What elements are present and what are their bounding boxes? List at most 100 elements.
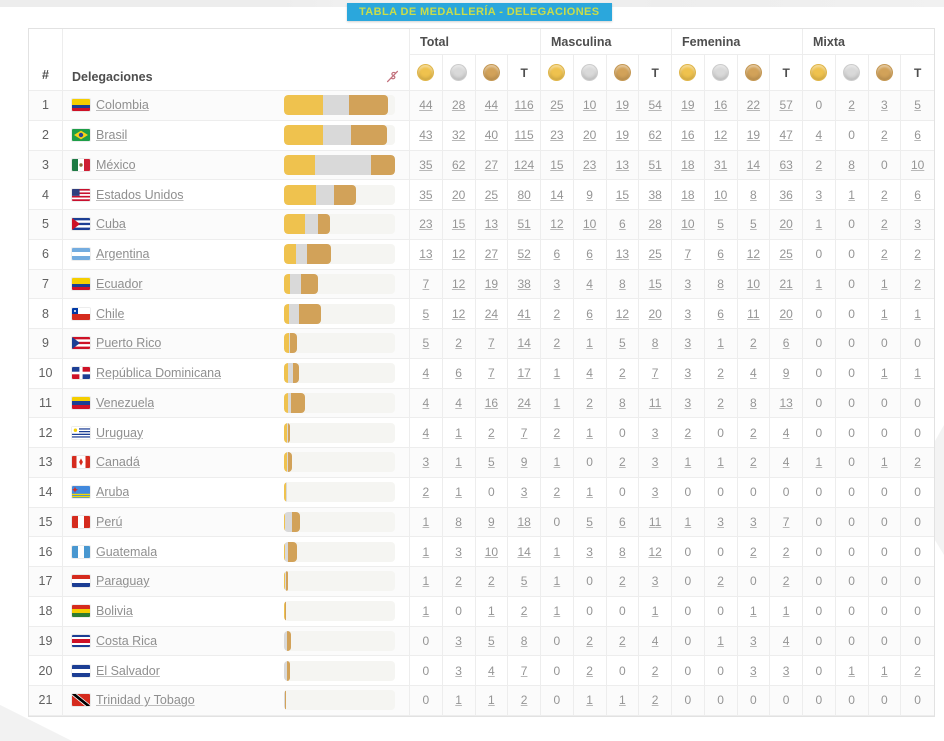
medal-count-link[interactable]: 2 bbox=[881, 247, 888, 262]
medal-count-link[interactable]: 2 bbox=[455, 336, 462, 351]
medal-count-link[interactable]: 1 bbox=[881, 276, 888, 291]
medal-count-link[interactable]: 12 bbox=[451, 247, 466, 262]
medal-count-link[interactable]: 1 bbox=[422, 544, 430, 559]
medal-count-link[interactable]: 9 bbox=[520, 455, 528, 470]
medal-count-link[interactable]: 4 bbox=[750, 366, 757, 381]
medal-count-link[interactable]: 13 bbox=[779, 395, 793, 410]
medal-count-link[interactable]: 2 bbox=[914, 247, 921, 262]
medal-count-link[interactable]: 6 bbox=[619, 514, 626, 529]
medal-count-link[interactable]: 1 bbox=[422, 574, 430, 589]
medal-count-link[interactable]: 2 bbox=[914, 663, 921, 678]
medal-count-link[interactable]: 8 bbox=[520, 633, 528, 648]
delegation-link[interactable]: Costa Rica bbox=[96, 633, 158, 648]
medal-count-link[interactable]: 38 bbox=[648, 187, 662, 202]
medal-count-link[interactable]: 3 bbox=[553, 276, 561, 291]
medal-count-link[interactable]: 2 bbox=[488, 425, 495, 440]
medal-count-link[interactable]: 2 bbox=[750, 336, 757, 351]
delegation-link[interactable]: Bolivia bbox=[96, 604, 133, 619]
medal-count-link[interactable]: 6 bbox=[782, 336, 790, 351]
medal-count-link[interactable]: 25 bbox=[648, 247, 662, 262]
medal-count-link[interactable]: 12 bbox=[550, 217, 564, 232]
delegation-link[interactable]: Estados Unidos bbox=[96, 187, 184, 202]
medal-count-link[interactable]: 1 bbox=[651, 604, 659, 619]
delegation-link[interactable]: Aruba bbox=[96, 485, 130, 500]
medal-count-link[interactable]: 1 bbox=[848, 663, 855, 678]
medal-count-link[interactable]: 25 bbox=[484, 187, 499, 202]
medal-count-link[interactable]: 5 bbox=[619, 336, 626, 351]
medal-count-link[interactable]: 3 bbox=[782, 663, 790, 678]
delegation-link[interactable]: Guatemala bbox=[96, 544, 158, 559]
medal-count-link[interactable]: 14 bbox=[550, 187, 564, 202]
medal-count-link[interactable]: 2 bbox=[455, 574, 462, 589]
medal-count-link[interactable]: 16 bbox=[484, 395, 499, 410]
delegation-link[interactable]: Venezuela bbox=[96, 395, 155, 410]
medal-count-link[interactable]: 2 bbox=[717, 395, 724, 410]
medal-count-link[interactable]: 24 bbox=[517, 395, 531, 410]
medal-count-link[interactable]: 13 bbox=[615, 157, 630, 172]
medal-count-link[interactable]: 1 bbox=[815, 217, 823, 232]
medal-count-link[interactable]: 2 bbox=[553, 485, 561, 500]
medal-count-link[interactable]: 19 bbox=[484, 276, 499, 291]
medal-count-link[interactable]: 2 bbox=[651, 693, 659, 708]
medal-count-link[interactable]: 3 bbox=[815, 187, 823, 202]
medal-count-link[interactable]: 27 bbox=[484, 247, 499, 262]
medal-count-link[interactable]: 5 bbox=[520, 574, 528, 589]
medal-count-link[interactable]: 16 bbox=[713, 98, 728, 113]
medal-count-link[interactable]: 19 bbox=[681, 98, 695, 113]
medal-count-link[interactable]: 80 bbox=[517, 187, 531, 202]
medal-count-link[interactable]: 47 bbox=[779, 128, 793, 143]
medal-count-link[interactable]: 1 bbox=[717, 455, 724, 470]
medal-count-link[interactable]: 1 bbox=[619, 693, 626, 708]
medal-count-link[interactable]: 1 bbox=[455, 455, 462, 470]
medal-count-link[interactable]: 18 bbox=[681, 157, 695, 172]
medal-count-link[interactable]: 4 bbox=[651, 633, 659, 648]
medal-count-link[interactable]: 2 bbox=[488, 574, 495, 589]
medal-count-link[interactable]: 11 bbox=[747, 306, 760, 321]
medal-count-link[interactable]: 16 bbox=[681, 128, 695, 143]
delegation-link[interactable]: Canadá bbox=[96, 455, 140, 470]
medal-count-link[interactable]: 23 bbox=[582, 157, 597, 172]
medal-count-link[interactable]: 7 bbox=[782, 514, 790, 529]
delegation-link[interactable]: Perú bbox=[96, 514, 123, 529]
medal-count-link[interactable]: 3 bbox=[684, 336, 692, 351]
medal-count-link[interactable]: 3 bbox=[914, 217, 921, 232]
medal-count-link[interactable]: 14 bbox=[517, 544, 531, 559]
medal-count-link[interactable]: 2 bbox=[750, 544, 757, 559]
medal-count-link[interactable]: 2 bbox=[586, 633, 593, 648]
medal-count-link[interactable]: 13 bbox=[419, 247, 433, 262]
medal-count-link[interactable]: 3 bbox=[455, 663, 462, 678]
medal-count-link[interactable]: 3 bbox=[750, 514, 757, 529]
medal-count-link[interactable]: 3 bbox=[651, 455, 659, 470]
medal-count-link[interactable]: 1 bbox=[684, 455, 692, 470]
medal-count-link[interactable]: 20 bbox=[582, 128, 597, 143]
medal-count-link[interactable]: 3 bbox=[651, 485, 659, 500]
medal-count-link[interactable]: 4 bbox=[422, 395, 430, 410]
medal-count-link[interactable]: 2 bbox=[520, 693, 528, 708]
medal-count-link[interactable]: 3 bbox=[684, 395, 692, 410]
medal-count-link[interactable]: 7 bbox=[520, 663, 528, 678]
medal-count-link[interactable]: 4 bbox=[586, 366, 593, 381]
medal-count-link[interactable]: 63 bbox=[779, 157, 793, 172]
medal-count-link[interactable]: 1 bbox=[881, 366, 888, 381]
delegation-link[interactable]: Chile bbox=[96, 306, 125, 321]
medal-count-link[interactable]: 4 bbox=[422, 425, 430, 440]
medal-count-link[interactable]: 1 bbox=[553, 604, 561, 619]
medal-count-link[interactable]: 1 bbox=[488, 604, 495, 619]
medal-count-link[interactable]: 2 bbox=[750, 425, 757, 440]
medal-count-link[interactable]: 5 bbox=[717, 217, 724, 232]
medal-count-link[interactable]: 38 bbox=[517, 276, 531, 291]
delegation-link[interactable]: Cuba bbox=[96, 217, 126, 232]
medal-count-link[interactable]: 8 bbox=[619, 276, 626, 291]
medal-count-link[interactable]: 1 bbox=[848, 187, 855, 202]
medal-count-link[interactable]: 1 bbox=[914, 306, 921, 321]
medal-count-link[interactable]: 3 bbox=[684, 306, 692, 321]
medal-count-link[interactable]: 1 bbox=[455, 425, 462, 440]
medal-count-link[interactable]: 20 bbox=[779, 306, 793, 321]
medal-count-link[interactable]: 51 bbox=[648, 157, 662, 172]
medal-count-link[interactable]: 3 bbox=[750, 633, 757, 648]
medal-count-link[interactable]: 2 bbox=[717, 574, 724, 589]
medal-count-link[interactable]: 6 bbox=[717, 247, 724, 262]
medal-count-link[interactable]: 2 bbox=[750, 455, 757, 470]
medal-count-link[interactable]: 3 bbox=[684, 366, 692, 381]
medal-count-link[interactable]: 2 bbox=[914, 276, 921, 291]
